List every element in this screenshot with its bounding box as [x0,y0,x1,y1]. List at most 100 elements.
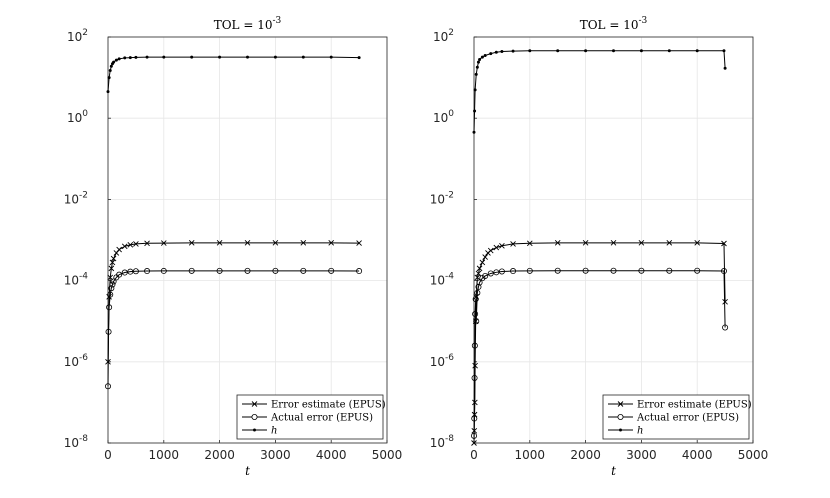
circle-marker [216,267,223,274]
series-line [107,56,360,92]
dot-marker [695,49,699,53]
y-tick-label: 10-8 [64,434,89,450]
dot-marker [112,60,116,64]
dot-marker [475,65,479,69]
dot-marker [246,55,249,59]
x-marker [475,270,482,277]
x-marker [127,242,134,248]
circle-marker [471,415,478,422]
circle-marker [144,268,151,275]
x-marker [216,240,223,246]
dot-marker [723,66,727,70]
dot-marker [357,56,361,60]
circle-marker [493,269,500,276]
x-axis-label: t [611,464,616,478]
x-marker [722,299,728,305]
dot-marker [109,64,113,68]
circle-marker [473,318,480,325]
dot-marker [722,49,726,53]
dot-marker [106,90,110,94]
x-marker [499,242,505,249]
dot-marker [473,109,477,113]
dot-marker [584,49,588,53]
chart-panel-1: 0 1000 2000 3000 4000 5000 10-8 10-6 10-4 10-2 100… [64,16,403,478]
dot-marker [474,72,478,76]
circle-marker [694,267,701,274]
dot-marker [612,49,615,53]
dot-marker [114,58,118,62]
x-tick-label: 4000 [682,448,713,462]
x-tick-label: 2000 [570,448,601,462]
y-tick-label: 10-6 [430,353,455,369]
dot-marker [480,55,484,59]
circle-marker [722,324,729,331]
circle-marker [638,267,645,274]
x-marker [482,254,488,260]
x-marker [116,246,122,253]
dot-marker [134,55,138,59]
y-tick-label: 100 [67,109,88,125]
y-tick-label: 10-6 [64,353,89,369]
x-tick-label: 4000 [316,448,347,462]
dot-marker [667,49,671,53]
y-tick-label: 10-8 [430,434,455,450]
x-marker [479,259,486,266]
dot-marker [528,49,532,53]
series-x [105,240,362,365]
series-line [107,242,360,362]
circle-marker [472,296,479,303]
circle-marker [475,283,482,290]
x-marker [721,240,727,247]
circle-marker [109,281,116,288]
circle-marker [666,267,673,274]
y-tick-label: 10-2 [430,190,454,206]
dot-marker [117,57,121,61]
dot-marker [489,52,493,56]
legend-label: h [271,426,277,437]
circle-marker [116,271,123,278]
x-marker [110,255,117,262]
legend-label: Actual error (EPUS) [270,413,373,424]
chart-title: TOL = 10-3 [214,16,282,32]
dot-marker [329,55,333,59]
x-marker [638,240,645,246]
circle-marker [106,304,113,311]
circle-marker [476,279,483,286]
x-marker [474,274,481,281]
legend: Error estimate (EPUS) Actual error (EPUS)… [236,394,386,440]
circle-marker [554,267,561,274]
x-tick-label: 3000 [626,448,657,462]
series-o [470,267,729,439]
x-tick-label: 5000 [372,448,403,462]
circle-marker [300,267,307,274]
y-tick-label: 102 [67,28,88,44]
y-tick-label: 10-2 [64,190,88,206]
x-marker [300,240,307,246]
x-tick-label: 1000 [515,448,546,462]
x-marker [694,240,701,246]
axes-box [107,36,388,444]
legend-dot-marker [619,428,622,432]
x-tick-label: 2000 [204,448,235,462]
dot-marker [301,55,305,59]
y-tick-label: 10-4 [64,272,89,288]
dot-marker [190,55,194,59]
circle-marker [121,269,128,276]
x-marker [610,240,617,246]
legend-label: Actual error (EPUS) [636,413,739,424]
circle-marker [108,285,115,292]
dot-marker [556,49,560,53]
dot-marker [494,50,498,54]
legend-x-marker [251,401,258,407]
circle-marker [474,289,481,296]
circle-marker [188,267,195,274]
dot-marker [107,76,111,80]
x-tick-label: 3000 [260,448,291,462]
legend-x-marker [617,401,624,407]
x-marker [476,265,483,272]
x-marker [487,247,494,254]
series-line [107,270,360,387]
legend-label: Error estimate (EPUS) [271,400,386,411]
circle-marker [471,374,478,381]
circle-marker [610,267,617,274]
